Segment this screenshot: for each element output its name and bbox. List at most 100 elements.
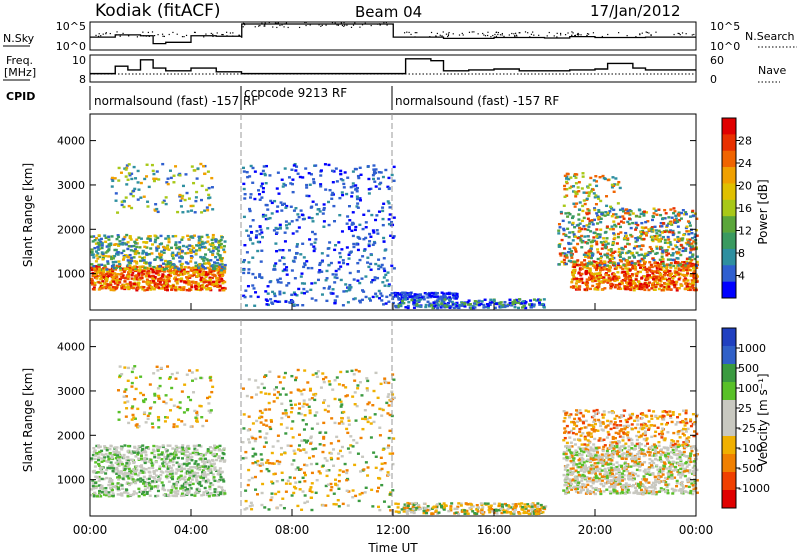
range-cell: [138, 270, 142, 273]
range-cell: [320, 260, 324, 263]
nsearch-point: [571, 35, 573, 37]
range-cell: [584, 270, 588, 273]
range-cell: [578, 226, 582, 230]
range-cell: [689, 228, 693, 232]
range-cell: [126, 277, 130, 281]
range-cell: [208, 376, 212, 379]
range-cell: [189, 260, 193, 263]
range-cell: [152, 450, 156, 453]
range-cell: [648, 276, 652, 279]
range-cell: [100, 453, 104, 456]
range-cell: [161, 273, 165, 276]
range-cell: [679, 217, 683, 220]
range-cell: [684, 249, 688, 252]
range-cell: [207, 261, 211, 265]
range-cell: [376, 276, 380, 280]
range-cell: [164, 196, 168, 199]
range-cell: [182, 462, 186, 466]
range-cell: [256, 249, 260, 253]
range-cell: [557, 263, 561, 266]
range-cell: [607, 264, 611, 268]
range-cell: [193, 449, 197, 452]
range-cell: [93, 238, 97, 242]
range-cell: [634, 215, 638, 218]
range-cell: [675, 245, 679, 249]
nsearch-point: [403, 32, 406, 34]
range-cell: [609, 205, 613, 208]
range-cell: [96, 252, 100, 255]
range-cell: [101, 470, 105, 474]
range-cell: [162, 199, 166, 203]
range-cell: [158, 376, 162, 380]
range-cell: [669, 258, 673, 261]
range-cell: [216, 246, 220, 249]
range-cell: [96, 444, 100, 447]
range-cell: [634, 278, 638, 281]
range-cell: [188, 288, 192, 291]
range-cell: [364, 221, 368, 224]
nsearch-point: [607, 33, 609, 36]
range-cell: [142, 400, 146, 404]
range-cell: [468, 302, 472, 306]
range-cell: [147, 269, 151, 273]
range-cell: [90, 457, 94, 460]
range-cell: [666, 273, 670, 277]
range-cell: [141, 450, 145, 454]
range-cell: [188, 248, 192, 252]
range-cell: [285, 273, 289, 276]
range-cell: [116, 281, 120, 285]
range-cell: [391, 297, 395, 301]
range-cell: [151, 280, 155, 283]
range-cell: [691, 284, 695, 287]
range-cell: [218, 239, 222, 243]
range-cell: [217, 279, 221, 282]
range-cell: [132, 460, 136, 464]
range-cell: [247, 261, 251, 264]
range-cell: [574, 192, 578, 195]
range-cell: [620, 280, 624, 283]
range-cell: [133, 240, 137, 244]
range-cell: [623, 270, 627, 274]
nsearch-point: [681, 36, 683, 38]
range-cell: [619, 231, 623, 234]
range-cell: [377, 210, 381, 213]
range-cell: [316, 208, 320, 211]
range-cell: [195, 244, 199, 247]
range-cell: [674, 273, 678, 277]
range-cell: [264, 214, 268, 217]
range-cell: [663, 208, 667, 212]
range-cell: [322, 225, 326, 228]
range-cell: [194, 453, 198, 456]
range-cell: [334, 273, 338, 276]
range-cell: [170, 246, 174, 249]
range-cell: [183, 423, 187, 426]
range-cell: [382, 236, 386, 240]
range-cell: [333, 302, 337, 305]
range-cell: [276, 171, 280, 174]
nsearch-point: [244, 24, 246, 26]
range-cell: [586, 235, 590, 238]
range-cell: [606, 211, 610, 215]
range-cell: [642, 210, 646, 213]
range-cell: [486, 306, 490, 309]
range-cell: [182, 286, 186, 289]
range-cell: [386, 200, 390, 203]
range-cell: [112, 467, 116, 470]
range-cell: [615, 266, 619, 269]
range-cell: [655, 266, 659, 270]
range-cell: [126, 465, 130, 468]
nsearch-point: [408, 31, 410, 34]
range-cell: [254, 437, 258, 440]
range-cell: [195, 190, 199, 194]
range-cell: [109, 283, 113, 287]
nsearch-point: [556, 32, 558, 34]
range-cell: [614, 177, 618, 180]
range-cell: [176, 456, 180, 460]
power-scatter-cells: [90, 162, 699, 310]
range-cell: [154, 285, 158, 289]
range-cell: [588, 269, 592, 272]
range-cell: [144, 261, 148, 264]
range-cell: [264, 182, 268, 185]
range-cell: [586, 228, 590, 232]
range-cell: [594, 264, 598, 268]
